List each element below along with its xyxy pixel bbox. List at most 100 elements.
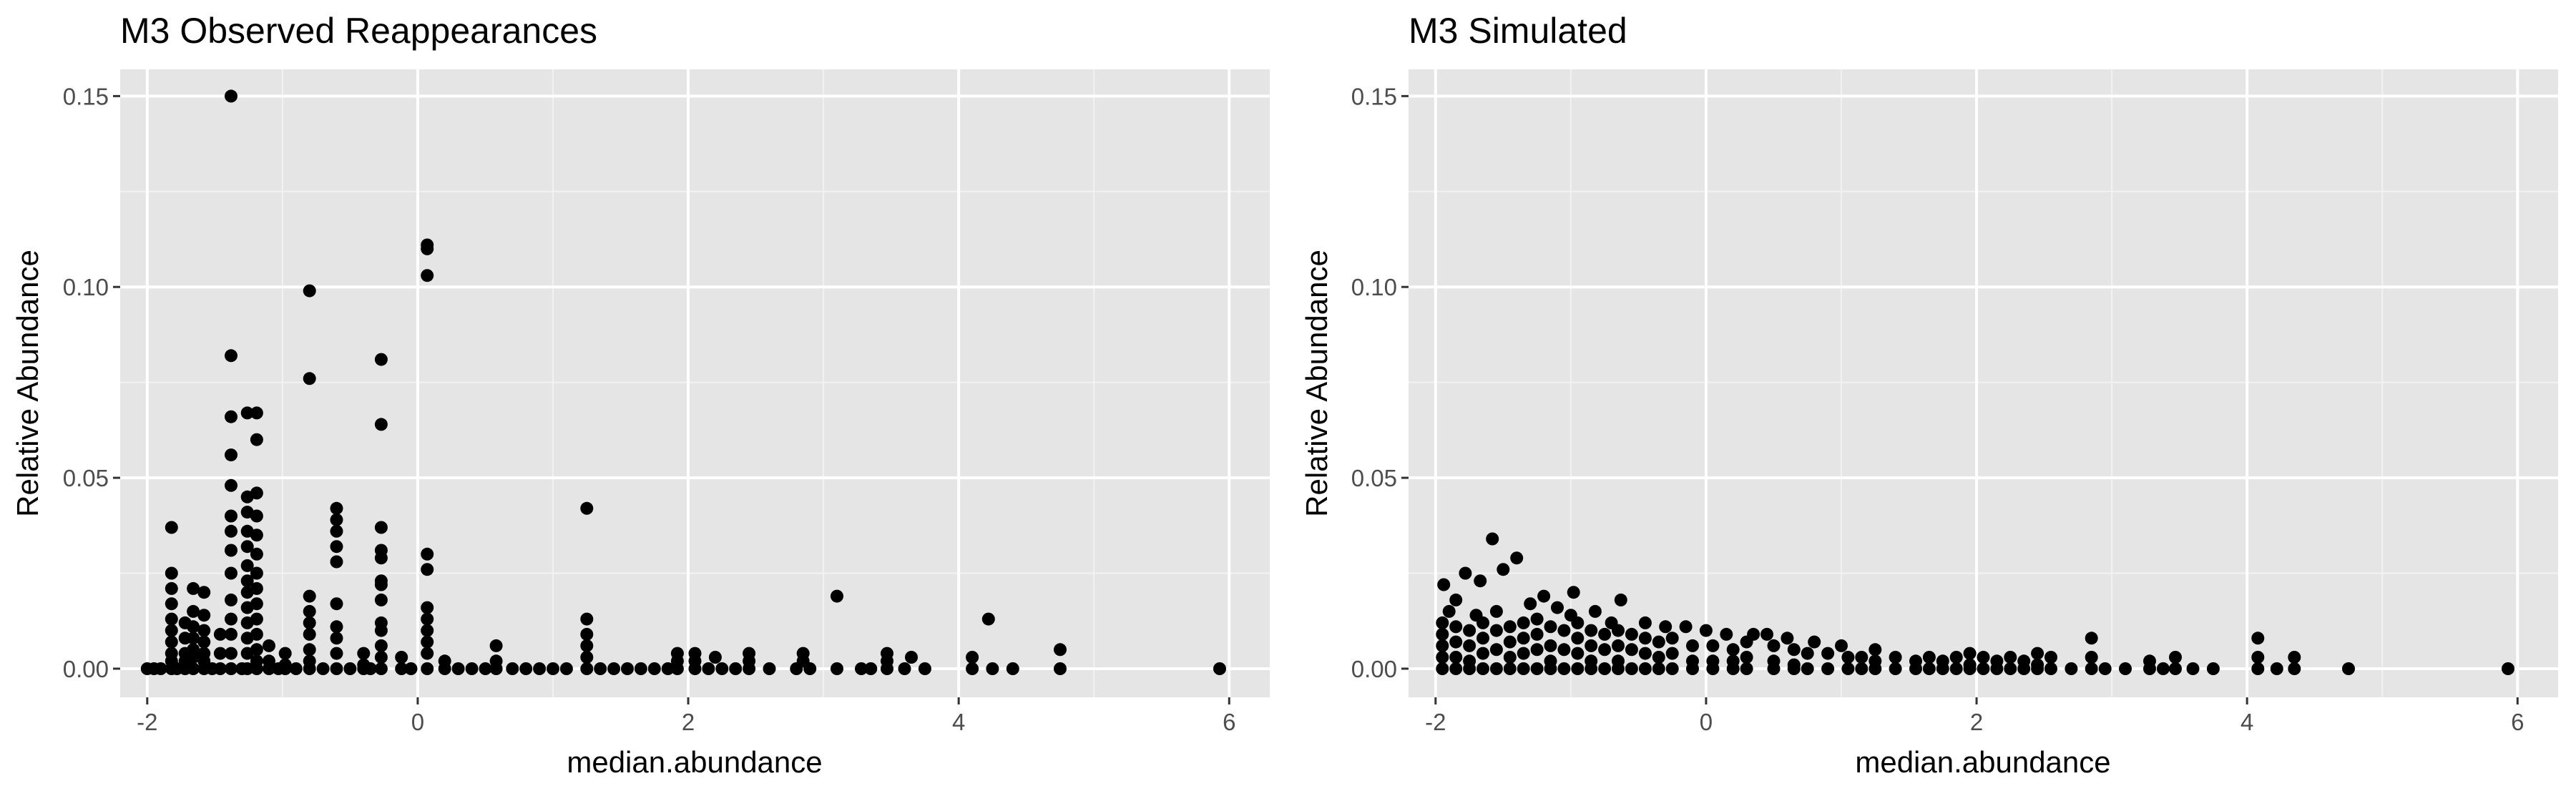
data-point (1054, 662, 1067, 675)
data-point (803, 662, 817, 675)
data-point (1638, 616, 1652, 629)
data-point (2251, 662, 2265, 675)
data-point (1706, 662, 1720, 675)
data-point (1598, 643, 1612, 657)
data-point (250, 406, 263, 420)
data-point (250, 581, 263, 595)
data-point (1665, 647, 1679, 660)
data-point (1699, 624, 1713, 637)
data-point (1665, 632, 1679, 645)
data-point (225, 612, 237, 626)
data-point (898, 662, 911, 675)
data-point (2085, 632, 2098, 645)
data-point (1524, 597, 1537, 611)
y-tick-label: 0.10 (63, 274, 109, 300)
data-point (1835, 639, 1848, 652)
grid-lines (1409, 69, 2558, 697)
data-point (330, 540, 343, 554)
data-point (1585, 639, 1598, 652)
data-point (1808, 635, 1821, 649)
data-point (374, 651, 388, 664)
data-point (1686, 662, 1699, 675)
data-point (1476, 647, 1489, 660)
data-point (1476, 616, 1489, 629)
data-point (1936, 662, 1949, 675)
data-point (374, 353, 388, 366)
data-point (1990, 662, 2004, 675)
data-point (594, 662, 607, 675)
data-point (855, 662, 868, 675)
data-point (165, 635, 178, 649)
data-point (263, 662, 275, 675)
data-point (225, 509, 237, 523)
data-point (1889, 651, 1902, 664)
data-point (1530, 612, 1544, 626)
data-point (303, 662, 316, 675)
data-point (1571, 647, 1585, 660)
data-point (330, 632, 343, 645)
data-point (1486, 532, 1499, 546)
data-point (2044, 651, 2057, 664)
data-point (374, 662, 388, 675)
data-point (438, 662, 451, 675)
y-tick-label: 0.05 (1351, 465, 1397, 491)
data-point (421, 662, 434, 675)
data-point (1614, 593, 1627, 606)
data-point (1767, 662, 1781, 675)
data-point (1551, 601, 1564, 614)
data-point (421, 635, 434, 649)
data-point (170, 662, 184, 675)
data-point (1544, 620, 1557, 634)
data-point (1665, 662, 1679, 675)
data-point (1949, 651, 1963, 664)
data-point (165, 624, 178, 637)
data-point (250, 612, 263, 626)
data-point (451, 662, 465, 675)
data-point (790, 662, 803, 675)
data-point (1801, 647, 1814, 660)
data-point (2044, 662, 2057, 675)
data-point (250, 627, 263, 641)
data-point (607, 662, 621, 675)
data-point (421, 242, 434, 255)
data-point (225, 89, 237, 103)
x-tick-label: 2 (682, 709, 695, 735)
data-point (1442, 604, 1456, 618)
data-point (2169, 662, 2182, 675)
data-point (1463, 662, 1476, 675)
data-point (1781, 632, 1794, 645)
data-point (1869, 662, 1882, 675)
x-tick-label: 6 (1223, 709, 1235, 735)
data-point (1517, 632, 1530, 645)
data-point (1922, 651, 1936, 664)
data-point (1463, 624, 1476, 637)
data-point (235, 662, 249, 675)
data-point (1787, 643, 1801, 657)
data-point (1054, 643, 1067, 657)
data-point (240, 559, 254, 572)
data-point (831, 589, 843, 603)
data-point (905, 651, 918, 664)
data-point (1503, 651, 1517, 664)
data-point (303, 372, 316, 385)
data-point (187, 581, 200, 595)
data-point (1841, 662, 1855, 675)
data-point (2085, 662, 2098, 675)
axis-ticks: -2 0 2 4 6 0.00 0.05 0.10 0.15 (63, 83, 1236, 735)
data-point (647, 662, 661, 675)
data-point (421, 547, 434, 561)
panel-background (120, 69, 1270, 697)
data-point (1544, 639, 1557, 652)
data-point (533, 662, 547, 675)
data-point (1638, 647, 1652, 660)
data-point (1557, 624, 1571, 637)
data-point (1517, 662, 1530, 675)
y-tick-label: 0.15 (63, 83, 109, 109)
data-point (303, 616, 316, 629)
data-point (981, 612, 995, 626)
axis-ticks: -2 0 2 4 6 0.00 0.05 0.10 0.15 (1351, 83, 2524, 735)
data-point (1977, 651, 1990, 664)
data-point (2251, 651, 2265, 664)
data-point (2206, 662, 2220, 675)
